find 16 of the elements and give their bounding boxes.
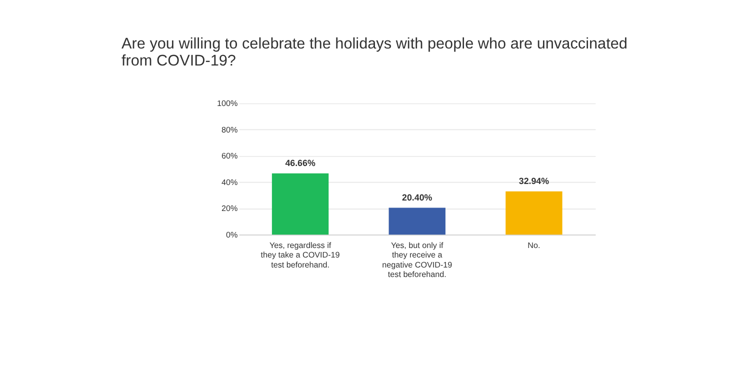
y-tick-label: 60% — [222, 152, 238, 161]
y-tick-label: 0% — [226, 230, 238, 240]
y-tick-label: 20% — [222, 204, 238, 214]
bar — [388, 208, 446, 235]
data-label: 46.66% — [285, 158, 316, 168]
x-tick-label: Yes, but only if they receive a negative COVID-19 test beforehand. — [382, 240, 453, 280]
x-tick-label: No. — [528, 240, 540, 250]
data-label: 32.94% — [518, 176, 550, 186]
bar — [272, 173, 329, 235]
chart-title: Are you willing to celebrate the holidays with people who are unvaccinated from COVID-19? — [121, 35, 628, 70]
y-tick-label: 100% — [217, 99, 238, 108]
y-tick-label: 40% — [222, 178, 238, 187]
x-tick-label: Yes, regardless if they take a COVID-19 test beforehand. — [260, 240, 340, 270]
data-label: 20.40% — [402, 192, 432, 203]
y-tick-label: 80% — [222, 125, 238, 134]
bar — [506, 191, 562, 235]
